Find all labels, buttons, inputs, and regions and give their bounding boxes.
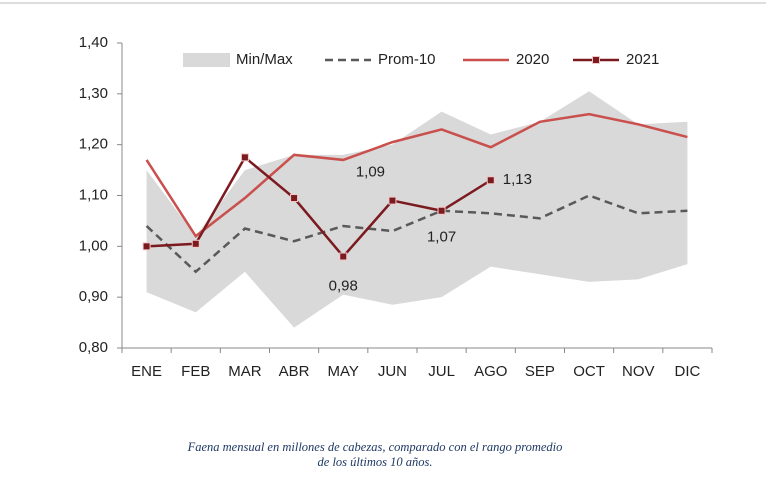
y-tick-label: 0,80 [79,339,108,356]
data-label: 1,07 [427,229,456,246]
series-line [145,194,688,274]
legend-label: 2020 [516,51,549,68]
y-tick-label: 1,30 [79,85,108,102]
marker [290,194,299,203]
legend-label: Min/Max [236,51,293,68]
x-tick-label: ABR [279,363,310,380]
y-tick-label: 1,00 [79,237,108,254]
y-tick-label: 1,40 [79,34,108,51]
legend-label: 2021 [626,51,659,68]
data-label: 1,13 [503,171,532,188]
marker [437,206,446,215]
data-label: 1,09 [356,164,385,181]
legend-label: Prom-10 [378,51,436,68]
x-tick-label: DIC [674,363,700,380]
x-tick-label: JUN [378,363,407,380]
marker [142,242,151,251]
y-tick-label: 1,20 [79,136,108,153]
x-tick-label: JUL [428,363,455,380]
x-tick-label: AGO [474,363,507,380]
x-tick-label: MAY [328,363,359,380]
x-tick-label: NOV [622,363,655,380]
x-tick-label: OCT [573,363,605,380]
series-line [145,112,688,238]
marker [191,239,200,248]
legend-swatch [183,53,230,67]
y-tick-label: 1,10 [79,186,108,203]
series-line [146,155,492,259]
caption: Faena mensual en millones de cabezas, co… [187,440,563,454]
x-tick-label: SEP [525,363,555,380]
x-tick-label: ENE [131,363,162,380]
marker [388,196,397,205]
x-tick-label: MAR [228,363,262,380]
data-label: 0,98 [329,277,358,294]
legend-marker [592,56,600,64]
marker [486,176,495,185]
x-tick-label: FEB [181,363,210,380]
caption: de los últimos 10 años. [318,455,433,469]
marker [339,252,348,261]
y-tick-label: 0,90 [79,288,108,305]
marker [240,153,249,162]
min-max-band [146,91,688,328]
